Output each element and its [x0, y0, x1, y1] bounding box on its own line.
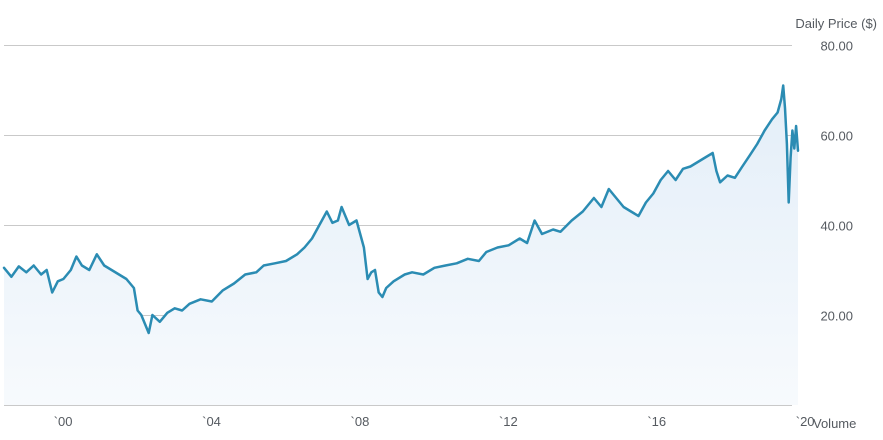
x-tick-label: `12: [499, 414, 518, 429]
x-tick-label: `00: [54, 414, 73, 429]
y-tick-label: 60.00: [820, 129, 853, 144]
price-area-fill: [4, 85, 798, 405]
y-tick-label: 40.00: [820, 219, 853, 234]
x-axis-ticks: `00 `04 `08 `12 `16 `20: [54, 414, 815, 429]
x-tick-label: `16: [647, 414, 666, 429]
volume-label: Volume: [813, 416, 856, 431]
y-axis-title: Daily Price ($): [795, 16, 877, 31]
y-tick-label: 20.00: [820, 309, 853, 324]
x-tick-label: `20: [796, 414, 815, 429]
y-tick-label: 80.00: [820, 39, 853, 54]
y-axis-ticks: 80.00 60.00 40.00 20.00: [820, 39, 853, 324]
x-tick-label: `08: [351, 414, 370, 429]
price-series-line: [2, 84, 800, 335]
x-tick-label: `04: [202, 414, 221, 429]
